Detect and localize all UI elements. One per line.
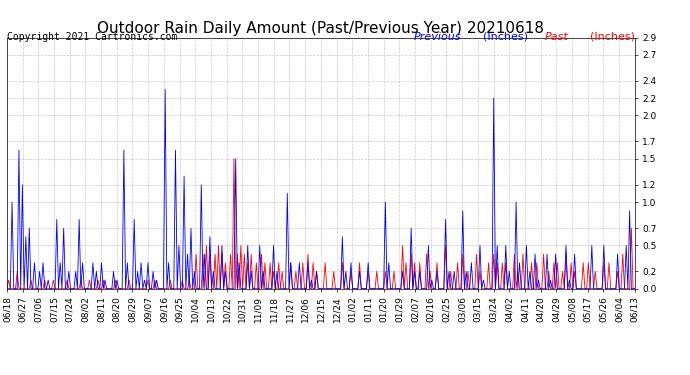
- Text: Copyright 2021 Cartronics.com: Copyright 2021 Cartronics.com: [7, 32, 177, 42]
- Text: Past: Past: [545, 32, 569, 42]
- Text: (Inches): (Inches): [483, 32, 528, 42]
- Text: Previous: Previous: [414, 32, 462, 42]
- Text: (Inches): (Inches): [590, 32, 635, 42]
- Title: Outdoor Rain Daily Amount (Past/Previous Year) 20210618: Outdoor Rain Daily Amount (Past/Previous…: [97, 21, 544, 36]
